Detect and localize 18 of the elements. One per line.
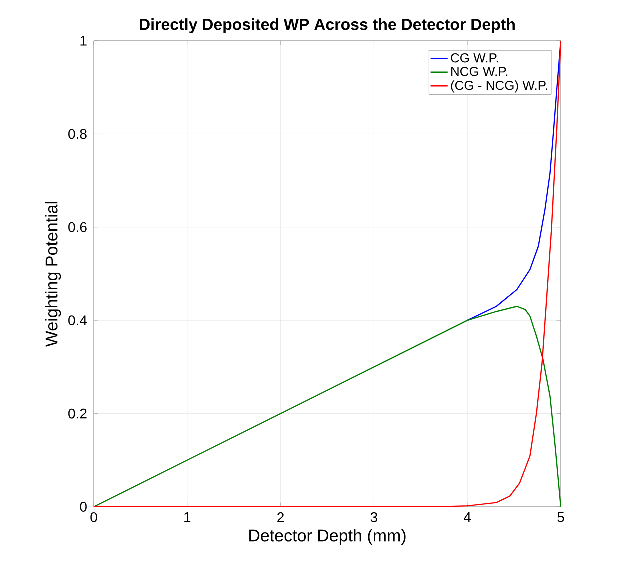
y-axis-title: Weighting Potential (45, 202, 62, 347)
x-tick-label: 1 (184, 512, 191, 522)
x-tick-label: 3 (370, 512, 378, 522)
chart-title: Directly Deposited WP Across the Detector Depth (140, 18, 515, 34)
x-tick-label: 0 (90, 512, 98, 522)
y-tick-label: 0.6 (68, 222, 87, 232)
y-tick-label: 0 (80, 502, 87, 512)
y-tick-label: 0.8 (68, 129, 87, 140)
y-tick-label: 1 (80, 36, 87, 46)
legend-label: NCG W.P. (452, 67, 508, 76)
legend-label: CG W.P. (451, 54, 498, 63)
x-tick-label: 5 (558, 512, 564, 522)
y-tick-label: 0.4 (68, 316, 88, 326)
y-tick-label: 0.2 (68, 408, 87, 419)
x-axis-title: Detector Depth (mm) (250, 529, 406, 546)
x-tick-label: 4 (464, 512, 472, 522)
legend-label: (CG - NCG) W.P. (451, 80, 548, 93)
x-tick-label: 2 (278, 512, 284, 522)
